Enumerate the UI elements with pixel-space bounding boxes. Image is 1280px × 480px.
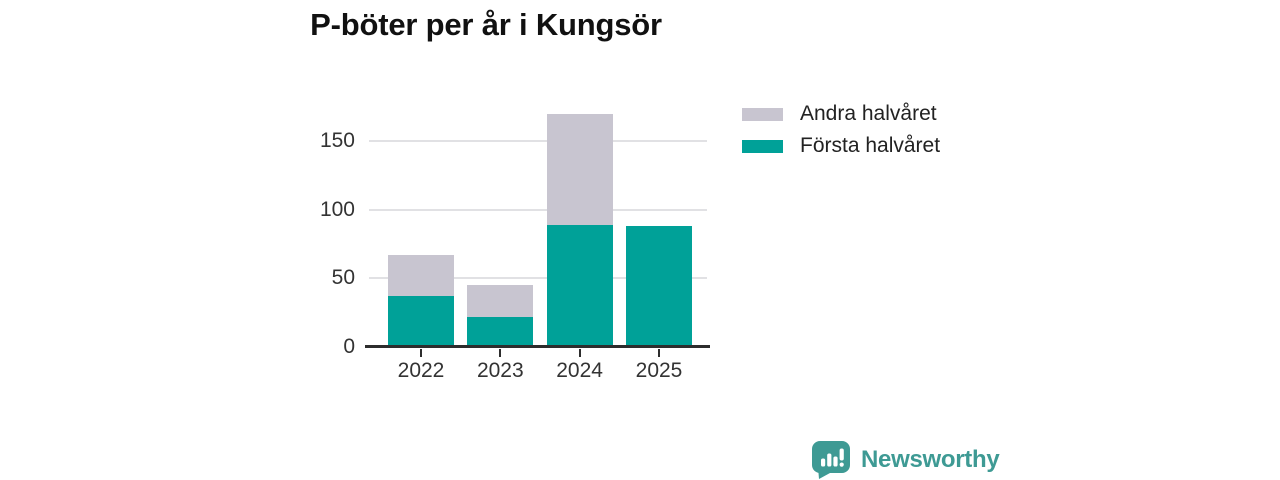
gridline-150: [369, 140, 707, 143]
bar-segment-2024-forsta-halvaret: [546, 224, 613, 347]
x-axis-tick-2022: [420, 349, 422, 357]
legend-swatch-andra-halvaret: [742, 107, 783, 121]
legend-label-forsta-halvaret: Första halvåret: [800, 134, 941, 157]
bar-segment-2023-andra-halvaret: [467, 285, 534, 317]
legend-item-andra-halvaret: Andra halvåret: [742, 102, 940, 126]
x-axis-label-2025: 2025: [635, 359, 683, 382]
legend-item-forsta-halvaret: Första halvåret: [742, 134, 940, 158]
chart-title: P-böter per år i Kungsör: [310, 7, 662, 42]
bar-segment-2022-forsta-halvaret: [388, 296, 454, 347]
y-axis-label-50: 50: [331, 266, 355, 290]
bar-segment-2023-forsta-halvaret: [467, 316, 534, 347]
y-axis-label-100: 100: [319, 197, 355, 221]
bar-segment-2024-andra-halvaret: [546, 113, 613, 225]
newsworthy-logo-icon: [811, 440, 853, 479]
legend: Andra halvåret Första halvåret: [742, 102, 940, 166]
x-axis-label-2022: 2022: [397, 359, 445, 382]
x-axis-label-2024: 2024: [556, 359, 603, 382]
plot-area: 0 50 100 150 2022 2023 2024 2025: [320, 96, 710, 382]
gridline-50: [369, 277, 707, 280]
y-axis-label-0: 0: [343, 335, 355, 358]
newsworthy-logo: Newsworthy: [811, 440, 1000, 479]
bar-segment-2025-forsta-halvaret: [626, 226, 692, 347]
gridline-100: [369, 208, 707, 211]
x-axis-tick-2025: [658, 349, 660, 357]
x-axis-line: [365, 345, 710, 348]
y-axis-label-150: 150: [319, 129, 355, 153]
x-axis-tick-2023: [499, 349, 502, 357]
newsworthy-logo-text: Newsworthy: [861, 445, 1000, 473]
legend-label-andra-halvaret: Andra halvåret: [800, 102, 937, 125]
x-axis-label-2023: 2023: [476, 359, 524, 382]
x-axis-tick-2024: [578, 349, 581, 357]
legend-swatch-forsta-halvaret: [742, 139, 783, 153]
bar-segment-2022-andra-halvaret: [388, 255, 454, 297]
